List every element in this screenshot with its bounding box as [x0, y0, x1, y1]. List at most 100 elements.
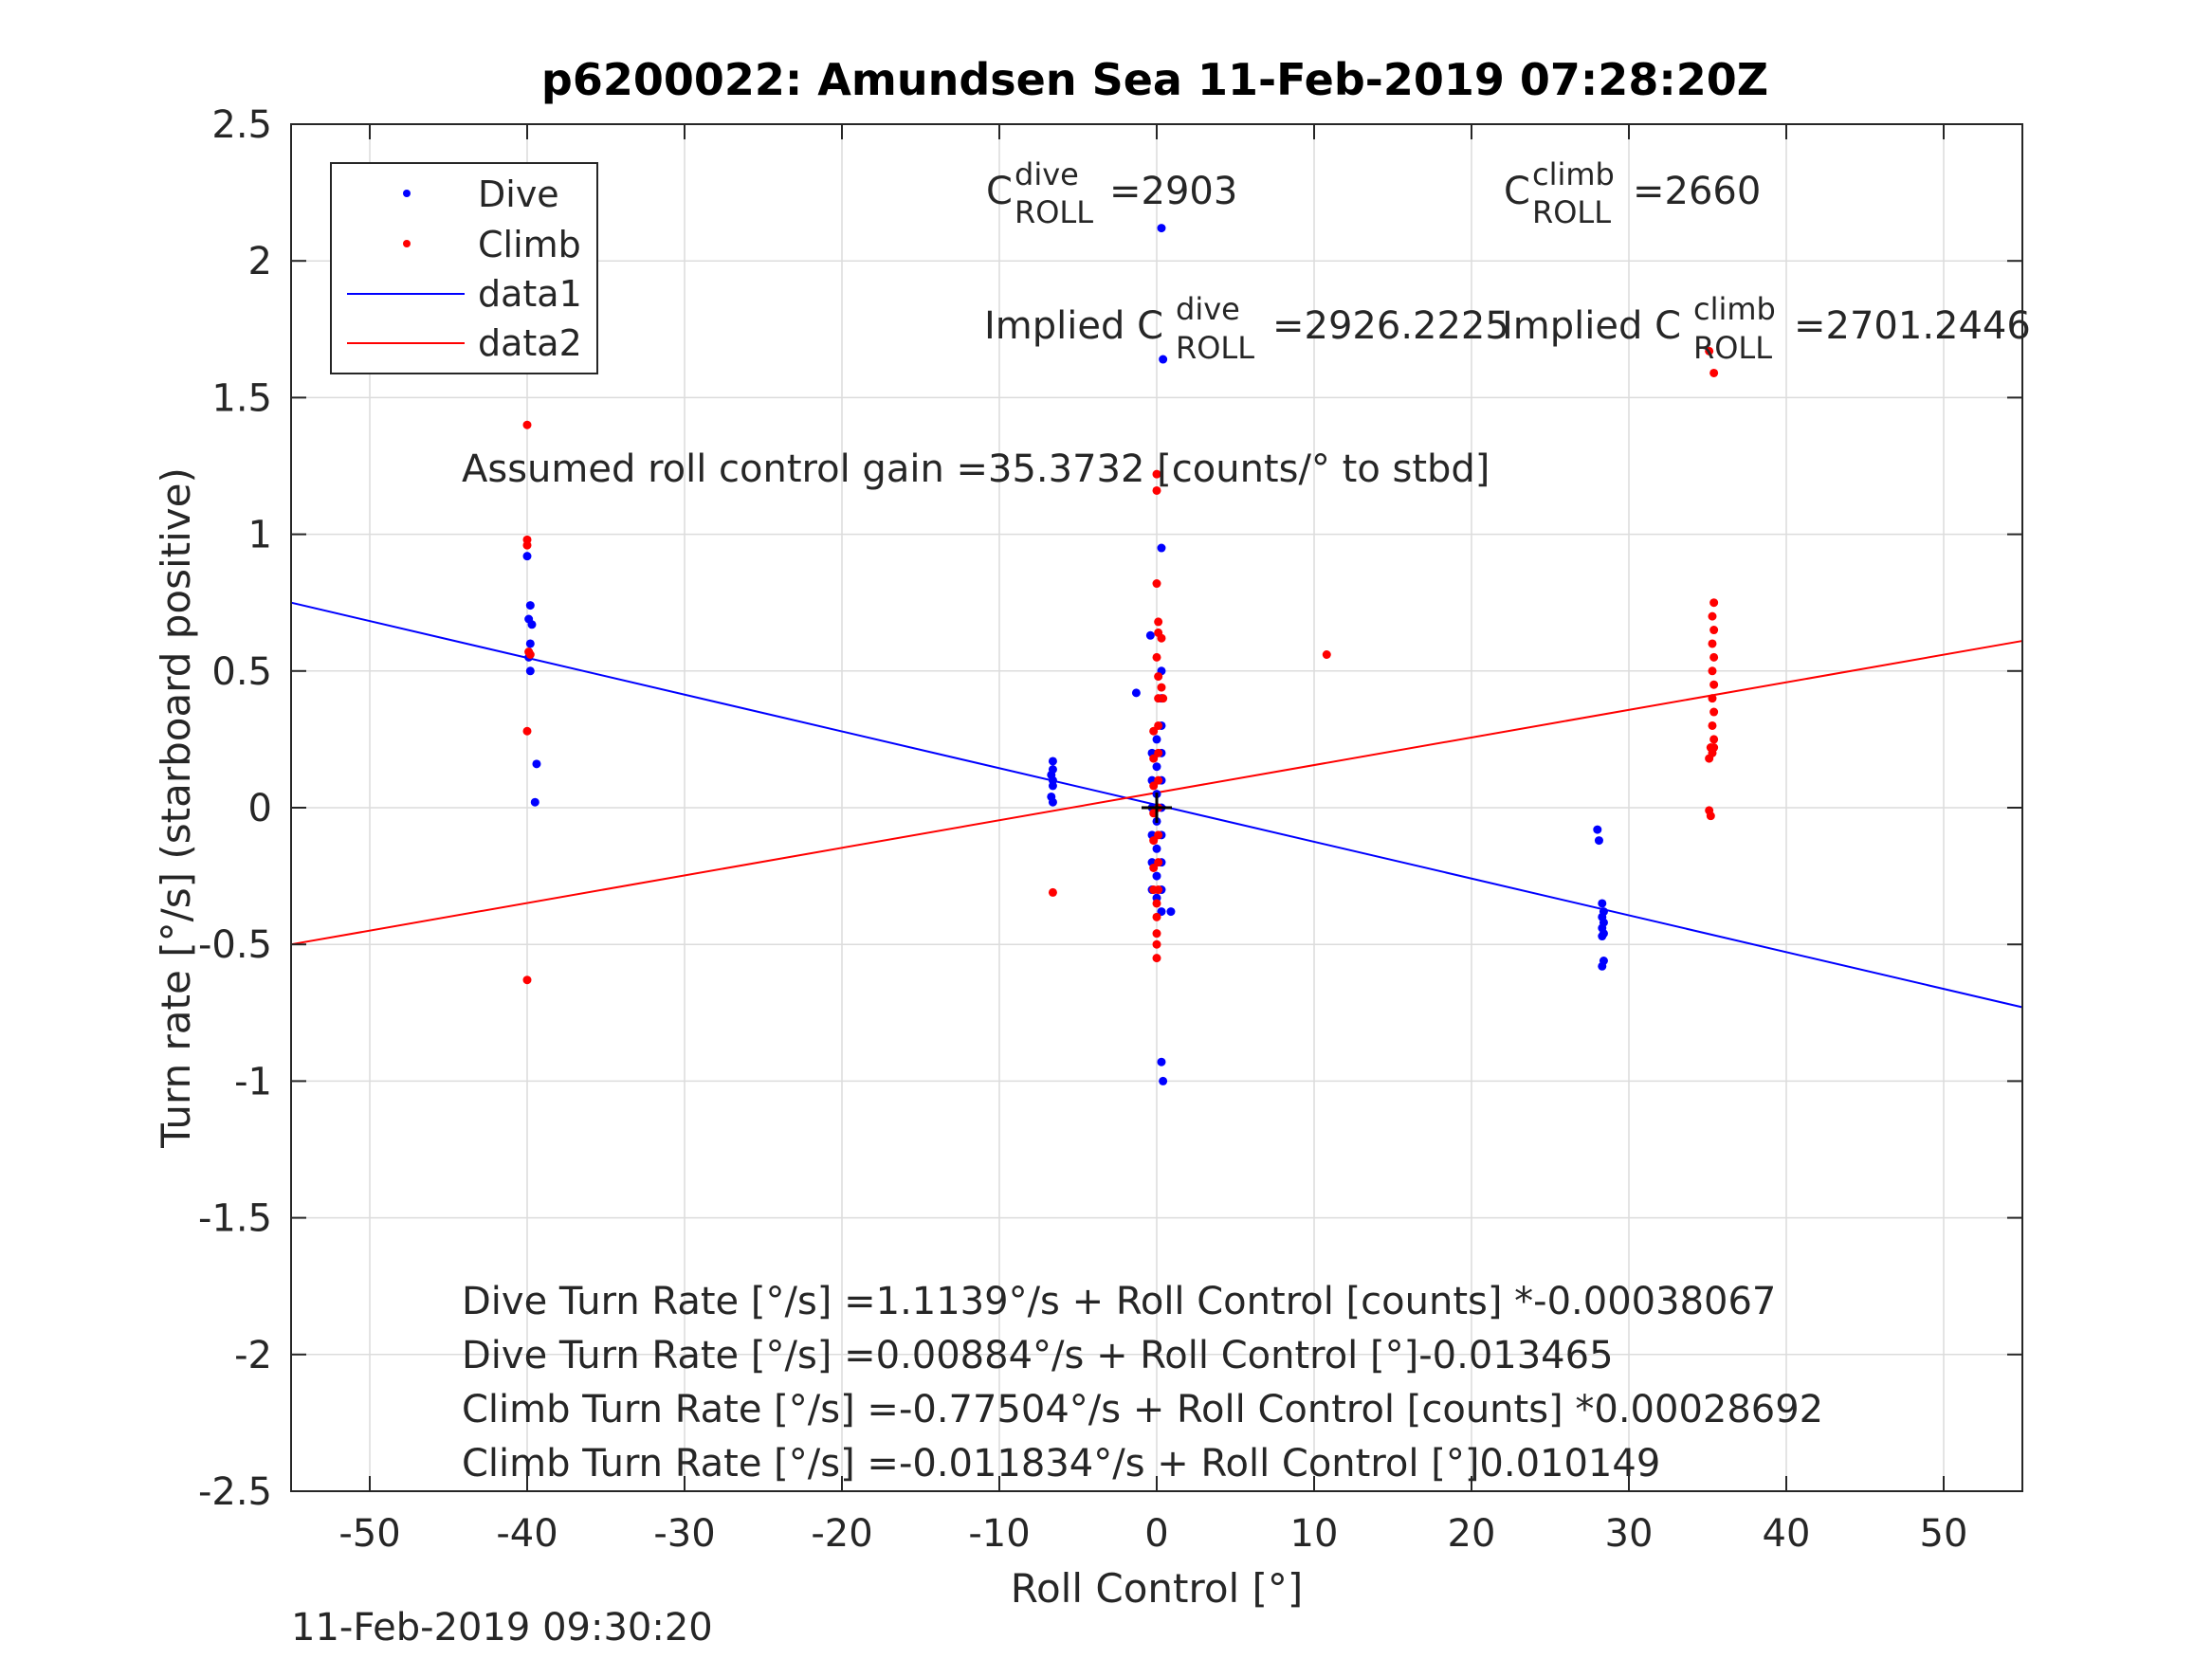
svg-text:dive: dive — [1015, 156, 1079, 192]
dive-eq-degrees: Dive Turn Rate [°/s] =0.00884°/s + Roll … — [462, 1334, 1614, 1377]
legend-dive-label: Dive — [478, 173, 559, 215]
point-climb — [1154, 617, 1163, 627]
chart-title: p6200022: Amundsen Sea 11-Feb-2019 07:28… — [541, 54, 1768, 105]
point-climb — [1154, 672, 1163, 682]
point-climb — [1708, 639, 1717, 648]
point-climb — [1709, 680, 1719, 689]
point-climb — [1154, 775, 1163, 785]
point-climb — [1154, 748, 1163, 757]
legend-box — [330, 162, 598, 374]
point-dive — [527, 620, 537, 629]
point-climb — [1152, 939, 1161, 949]
y-tick-label: 0 — [248, 787, 272, 830]
point-climb — [1152, 652, 1161, 662]
svg-text:ROLL: ROLL — [1693, 330, 1772, 366]
point-climb — [522, 420, 532, 429]
point-climb — [1708, 611, 1717, 621]
point-climb — [1152, 485, 1161, 495]
x-tick-label: 10 — [1290, 1512, 1339, 1556]
point-climb — [1705, 346, 1714, 356]
point-climb — [1152, 954, 1161, 963]
y-tick-label: 2.5 — [211, 103, 272, 147]
point-dive — [1159, 1076, 1168, 1085]
point-climb — [1154, 885, 1163, 895]
x-tick-label: 0 — [1144, 1512, 1168, 1556]
svg-text:=2660: =2660 — [1633, 170, 1761, 213]
point-climb — [1154, 858, 1163, 867]
climb-eq-counts: Climb Turn Rate [°/s] =-0.77504°/s + Rol… — [462, 1388, 1823, 1431]
x-tick-labels: -50 -40 -30 -20 -10 0 10 20 30 40 50 — [338, 1512, 1967, 1556]
svg-text:Implied C: Implied C — [984, 304, 1163, 348]
x-tick-label: 50 — [1920, 1512, 1968, 1556]
y-tick-label: 2 — [248, 240, 272, 283]
dive-eq-counts: Dive Turn Rate [°/s] =1.1139°/s + Roll C… — [462, 1280, 1776, 1323]
x-tick-label: 20 — [1448, 1512, 1496, 1556]
y-tick-label: -2 — [234, 1334, 272, 1377]
legend-data2-label: data2 — [478, 322, 582, 364]
axis-ticks — [291, 123, 2022, 1492]
point-dive — [1157, 1057, 1166, 1066]
x-tick-label: -40 — [496, 1512, 558, 1556]
legend-dive-marker — [403, 190, 411, 197]
point-dive — [1159, 355, 1168, 364]
svg-text:C: C — [986, 170, 1013, 213]
x-tick-label: -10 — [968, 1512, 1030, 1556]
svg-text:ROLL: ROLL — [1176, 330, 1254, 366]
y-tick-label: -1 — [234, 1060, 272, 1103]
origin-marker — [1142, 793, 1172, 823]
svg-text:Implied C: Implied C — [1502, 304, 1681, 348]
y-tick-label: 1 — [248, 514, 272, 557]
svg-text:=2701.2446: =2701.2446 — [1794, 304, 2031, 348]
y-tick-labels: -2.5 -2 -1.5 -1 -0.5 0 0.5 1 1.5 2 2.5 — [198, 103, 272, 1514]
point-climb — [1152, 929, 1161, 939]
point-climb — [1709, 598, 1719, 608]
x-axis-label: Roll Control [°] — [1011, 1565, 1304, 1612]
point-climb — [522, 540, 532, 550]
svg-text:climb: climb — [1532, 156, 1615, 192]
point-dive — [1152, 871, 1161, 881]
legend-climb-marker — [403, 240, 411, 247]
point-dive — [525, 666, 535, 676]
point-climb — [1152, 579, 1161, 589]
point-dive — [1152, 844, 1161, 853]
point-dive — [1157, 543, 1166, 553]
y-tick-label: 1.5 — [211, 376, 272, 420]
svg-text:=2903: =2903 — [1109, 170, 1237, 213]
point-climb — [525, 649, 535, 659]
point-climb — [1708, 720, 1717, 730]
timestamp: 11-Feb-2019 09:30:20 — [291, 1606, 713, 1650]
point-climb — [1154, 830, 1163, 840]
c-dive-annotation: C dive ROLL =2903 — [986, 156, 1237, 230]
svg-text:ROLL: ROLL — [1015, 194, 1093, 230]
point-dive — [1048, 781, 1057, 791]
y-tick-label: -0.5 — [198, 923, 272, 967]
point-climb — [1709, 652, 1719, 662]
point-climb — [1152, 899, 1161, 908]
point-climb — [522, 726, 532, 736]
point-dive — [532, 759, 541, 769]
point-dive — [1598, 899, 1607, 908]
svg-text:C: C — [1504, 170, 1530, 213]
svg-text:climb: climb — [1693, 291, 1776, 327]
point-climb — [1157, 683, 1166, 692]
c-climb-annotation: C climb ROLL =2660 — [1504, 156, 1761, 230]
point-dive — [1157, 224, 1166, 233]
x-tick-label: 40 — [1763, 1512, 1811, 1556]
point-climb — [1048, 887, 1057, 897]
x-tick-label: 30 — [1605, 1512, 1654, 1556]
legend-data1-label: data1 — [478, 273, 582, 315]
point-climb — [1322, 649, 1331, 659]
climb-eq-degrees: Climb Turn Rate [°/s] =-0.011834°/s + Ro… — [462, 1442, 1660, 1486]
point-climb — [522, 975, 532, 985]
point-dive — [525, 639, 535, 648]
x-tick-label: -50 — [338, 1512, 400, 1556]
legend-climb-label: Climb — [478, 224, 581, 265]
svg-text:dive: dive — [1176, 291, 1240, 327]
point-climb — [1709, 707, 1719, 717]
point-climb — [1709, 735, 1719, 744]
point-climb — [1709, 743, 1719, 753]
x-tick-label: -20 — [811, 1512, 872, 1556]
implied-climb-annotation: Implied C climb ROLL =2701.2446 — [1502, 291, 2031, 366]
point-dive — [530, 797, 539, 807]
